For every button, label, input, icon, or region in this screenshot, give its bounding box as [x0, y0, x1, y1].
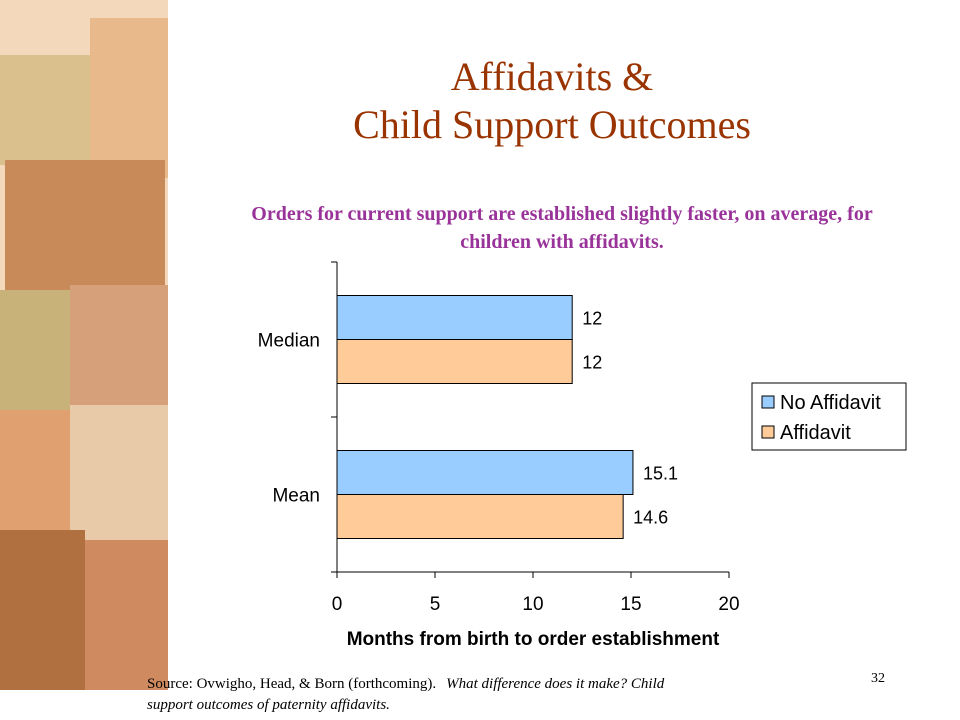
x-tick-label: 20 — [718, 594, 739, 615]
photo-collage — [0, 0, 168, 690]
data-label: 15.1 — [643, 464, 678, 484]
source-title: What difference does it make? Child — [446, 676, 665, 692]
photo — [85, 540, 168, 690]
photo — [0, 530, 85, 690]
page-number: 32 — [871, 671, 885, 686]
data-label: 12 — [582, 309, 602, 329]
source-note: Source: Ovwigho, Head, & Born (forthcomi… — [147, 676, 665, 692]
photo — [90, 18, 168, 178]
legend-swatch — [761, 425, 775, 439]
photo — [0, 410, 70, 530]
data-label: 14.6 — [633, 508, 668, 528]
slide-title: Child Support Outcomes — [353, 102, 751, 147]
data-label: 12 — [582, 353, 602, 373]
legend-box — [751, 382, 907, 451]
slide-title: Affidavits & — [451, 54, 654, 99]
photo — [70, 405, 168, 540]
photo — [70, 285, 168, 405]
y-tick-label: Median — [258, 331, 320, 352]
slide-subtitle: Orders for current support are establish… — [251, 203, 873, 225]
slide-subtitle: children with affidavits. — [460, 231, 664, 253]
x-tick-label: 15 — [620, 594, 641, 615]
legend-swatch — [761, 395, 775, 409]
x-tick-label: 10 — [522, 594, 543, 615]
x-tick-label: 5 — [430, 594, 441, 615]
photo — [5, 160, 165, 290]
photo — [0, 55, 90, 165]
photo — [0, 290, 70, 410]
legend-label: Affidavit — [780, 422, 851, 444]
source-text: Source: Ovwigho, Head, & Born (forthcomi… — [147, 676, 436, 692]
bar — [336, 339, 573, 384]
bar — [336, 494, 624, 539]
legend-label: No Affidavit — [780, 392, 881, 414]
y-tick-label: Mean — [272, 486, 320, 507]
x-tick-label: 0 — [332, 594, 343, 615]
source-title: support outcomes of paternity affidavits… — [147, 697, 390, 713]
bar — [336, 295, 573, 340]
bar — [336, 450, 634, 495]
x-axis-label: Months from birth to order establishment — [347, 629, 720, 650]
